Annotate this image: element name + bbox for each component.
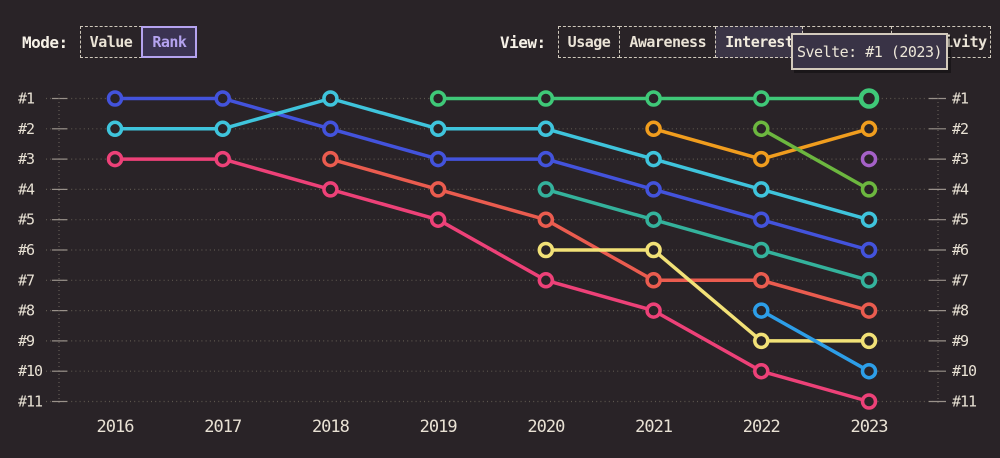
point-indigo-2022[interactable]: [753, 211, 770, 228]
rank-label-right: #11: [952, 393, 977, 411]
rank-label-right: #2: [952, 120, 968, 138]
point-salmon-2023[interactable]: [860, 302, 878, 319]
point-cyan-2020[interactable]: [537, 120, 555, 138]
series-line-indigo: [113, 96, 871, 252]
point-indigo-2023[interactable]: [860, 241, 878, 259]
rank-label-left: #3: [18, 150, 34, 168]
point-svelte-2020[interactable]: [537, 90, 555, 107]
year-label: 2016: [97, 417, 135, 437]
point-cyan-2016[interactable]: [106, 120, 124, 138]
point-indigo-2021[interactable]: [645, 181, 662, 198]
mode-button-row: Value Rank: [79, 26, 198, 58]
rank-label-right: #8: [952, 302, 969, 320]
point-pink-2016[interactable]: [106, 150, 124, 168]
rank-label-left: #5: [18, 211, 34, 229]
rank-label-right: #6: [952, 241, 969, 259]
point-salmon-2022[interactable]: [753, 272, 770, 289]
point-salmon-2021[interactable]: [645, 272, 662, 289]
point-salmon-2018[interactable]: [322, 150, 339, 168]
point-yellow-2023[interactable]: [860, 332, 878, 350]
mode-value-button[interactable]: Value: [79, 26, 143, 58]
year-label: 2019: [420, 417, 458, 437]
point-pink-2017[interactable]: [214, 150, 231, 168]
point-pink-2018[interactable]: [322, 181, 339, 198]
rank-label-left: #6: [18, 241, 35, 259]
series-line-teal: [544, 187, 871, 283]
view-label: View:: [500, 32, 546, 52]
rank-label-left: #9: [18, 332, 35, 350]
point-salmon-2020[interactable]: [537, 211, 555, 228]
rank-label-right: #9: [952, 332, 969, 350]
point-lime-2022[interactable]: [753, 120, 770, 138]
view-usage-button[interactable]: Usage: [557, 26, 621, 58]
rank-label-right: #3: [952, 150, 968, 168]
point-lime-2023[interactable]: [860, 181, 878, 198]
point-yellow-2020[interactable]: [537, 241, 555, 259]
point-svelte-2023[interactable]: [858, 88, 880, 109]
rank-label-right: #4: [952, 180, 969, 198]
point-svelte-2021[interactable]: [645, 90, 662, 107]
point-indigo-2020[interactable]: [537, 150, 555, 168]
rank-label-left: #1: [18, 90, 35, 108]
series-line-pink: [113, 157, 871, 404]
point-yellow-2021[interactable]: [645, 241, 662, 259]
rank-label-right: #1: [952, 90, 969, 108]
series-line-sky: [759, 308, 871, 373]
point-yellow-2022[interactable]: [753, 332, 770, 350]
rank-label-right: #7: [952, 271, 968, 289]
point-purple-2023[interactable]: [860, 150, 878, 168]
point-pink-2023[interactable]: [860, 393, 878, 410]
year-label: 2022: [743, 417, 780, 437]
point-svelte-2022[interactable]: [753, 90, 770, 107]
point-pink-2020[interactable]: [537, 272, 555, 289]
rank-label-right: #5: [952, 211, 968, 229]
point-cyan-2017[interactable]: [214, 120, 231, 138]
rank-label-left: #11: [18, 393, 43, 411]
point-cyan-2018[interactable]: [322, 90, 339, 107]
rank-label-right: #10: [952, 362, 977, 380]
point-cyan-2023[interactable]: [860, 211, 878, 228]
point-orange-2022[interactable]: [753, 150, 770, 168]
year-label: 2020: [527, 417, 565, 437]
point-cyan-2021[interactable]: [645, 150, 662, 168]
rank-label-left: #2: [18, 120, 34, 138]
series-line-salmon: [328, 157, 871, 313]
chart-tooltip: Svelte: #1 (2023): [791, 33, 948, 70]
series-line-cyan: [113, 96, 871, 222]
point-indigo-2016[interactable]: [106, 90, 124, 107]
point-sky-2022[interactable]: [753, 302, 770, 319]
point-indigo-2018[interactable]: [322, 120, 339, 138]
view-awareness-button[interactable]: Awareness: [619, 26, 717, 58]
year-label: 2018: [312, 417, 350, 437]
mode-rank-button[interactable]: Rank: [141, 26, 198, 58]
point-salmon-2019[interactable]: [429, 181, 447, 198]
year-label: 2023: [851, 417, 888, 437]
point-cyan-2019[interactable]: [429, 120, 447, 138]
point-orange-2023[interactable]: [860, 120, 878, 138]
point-sky-2023[interactable]: [860, 362, 878, 380]
mode-label: Mode:: [22, 32, 68, 52]
rank-label-left: #4: [18, 180, 35, 198]
year-label: 2017: [204, 417, 241, 437]
point-teal-2020[interactable]: [537, 181, 555, 198]
series-line-lime: [759, 127, 871, 192]
point-indigo-2019[interactable]: [429, 150, 447, 168]
year-label: 2021: [635, 417, 673, 437]
point-teal-2023[interactable]: [860, 272, 878, 289]
point-teal-2022[interactable]: [753, 241, 770, 259]
mode-toggle-group: Mode: Value Rank: [22, 26, 198, 58]
point-cyan-2022[interactable]: [753, 181, 770, 198]
rank-label-left: #8: [18, 302, 35, 320]
point-orange-2021[interactable]: [645, 120, 662, 138]
tooltip-text: Svelte: #1 (2023): [796, 42, 943, 61]
rank-label-left: #7: [18, 271, 34, 289]
point-indigo-2017[interactable]: [214, 90, 231, 107]
point-teal-2021[interactable]: [645, 211, 662, 228]
point-pink-2022[interactable]: [753, 362, 770, 380]
point-svelte-2019[interactable]: [429, 90, 447, 107]
point-pink-2019[interactable]: [429, 211, 447, 228]
point-pink-2021[interactable]: [645, 302, 662, 319]
rank-label-left: #10: [18, 362, 43, 380]
